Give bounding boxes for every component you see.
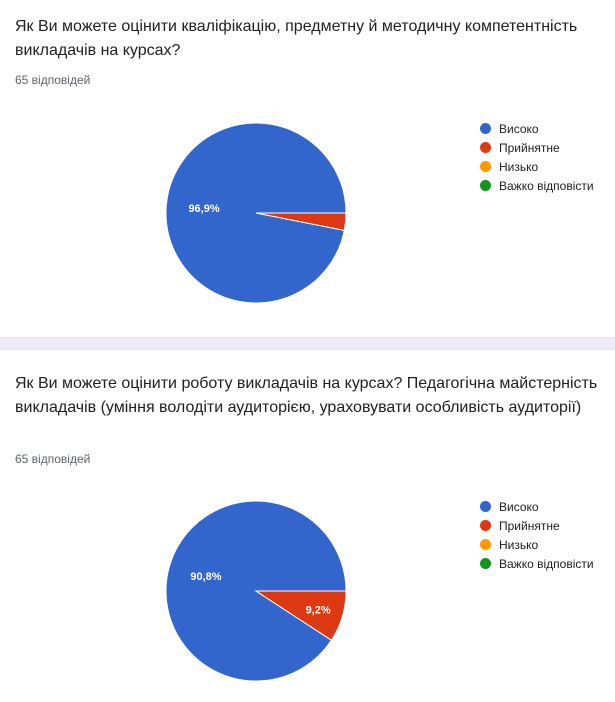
pie-slice-1-2[interactable] xyxy=(255,212,347,232)
pie-label-2-2: 9,2% xyxy=(306,604,331,616)
response-count-1: 65 відповідей xyxy=(15,73,91,87)
legend-label: Прийнятне xyxy=(499,518,560,533)
pie-slice-2-2[interactable] xyxy=(254,590,347,641)
legend-item-1-4[interactable]: Важко відповісти xyxy=(480,176,594,195)
legend-1: Високо Прийнятне Низько Важко відповісти xyxy=(480,119,594,195)
legend-item-1-1[interactable]: Високо xyxy=(480,119,594,138)
legend-dot-icon xyxy=(480,161,491,172)
legend-item-1-3[interactable]: Низько xyxy=(480,157,594,176)
question-title-1: Як Ви можете оцінити кваліфікацію, предм… xyxy=(15,18,578,59)
legend-dot-icon xyxy=(480,539,491,550)
legend-item-2-2[interactable]: Прийнятне xyxy=(480,516,594,535)
legend-dot-icon xyxy=(480,180,491,191)
legend-dot-icon xyxy=(480,558,491,569)
legend-item-2-3[interactable]: Низько xyxy=(480,535,594,554)
legend-label: Високо xyxy=(499,121,539,136)
card-separator xyxy=(0,337,615,350)
legend-label: Низько xyxy=(499,159,539,174)
legend-label: Важко відповісти xyxy=(499,556,594,571)
legend-label: Високо xyxy=(499,499,539,514)
pie-chart-2: 90,8% 9,2% xyxy=(165,500,347,682)
legend-item-2-4[interactable]: Важко відповісти xyxy=(480,554,594,573)
question-card-1: Як Ви можете оцінити кваліфікацію, предм… xyxy=(0,0,615,337)
pie-chart-1: 96,9% xyxy=(165,122,347,304)
legend-label: Низько xyxy=(499,537,539,552)
legend-dot-icon xyxy=(480,520,491,531)
legend-dot-icon xyxy=(480,123,491,134)
legend-label: Прийнятне xyxy=(499,140,560,155)
pie-label-1-1: 96,9% xyxy=(188,203,219,215)
response-count-2: 65 відповідей xyxy=(15,452,91,466)
question-title-2: Як Ви можете оцінити роботу викладачів н… xyxy=(15,375,598,416)
legend-2: Високо Прийнятне Низько Важко відповісти xyxy=(480,497,594,573)
legend-dot-icon xyxy=(480,501,491,512)
question-card-2: Як Ви можете оцінити роботу викладачів н… xyxy=(0,350,615,702)
legend-label: Важко відповісти xyxy=(499,178,594,193)
pie-label-2-1: 90,8% xyxy=(190,571,221,583)
legend-item-2-1[interactable]: Високо xyxy=(480,497,594,516)
legend-item-1-2[interactable]: Прийнятне xyxy=(480,138,594,157)
legend-dot-icon xyxy=(480,142,491,153)
